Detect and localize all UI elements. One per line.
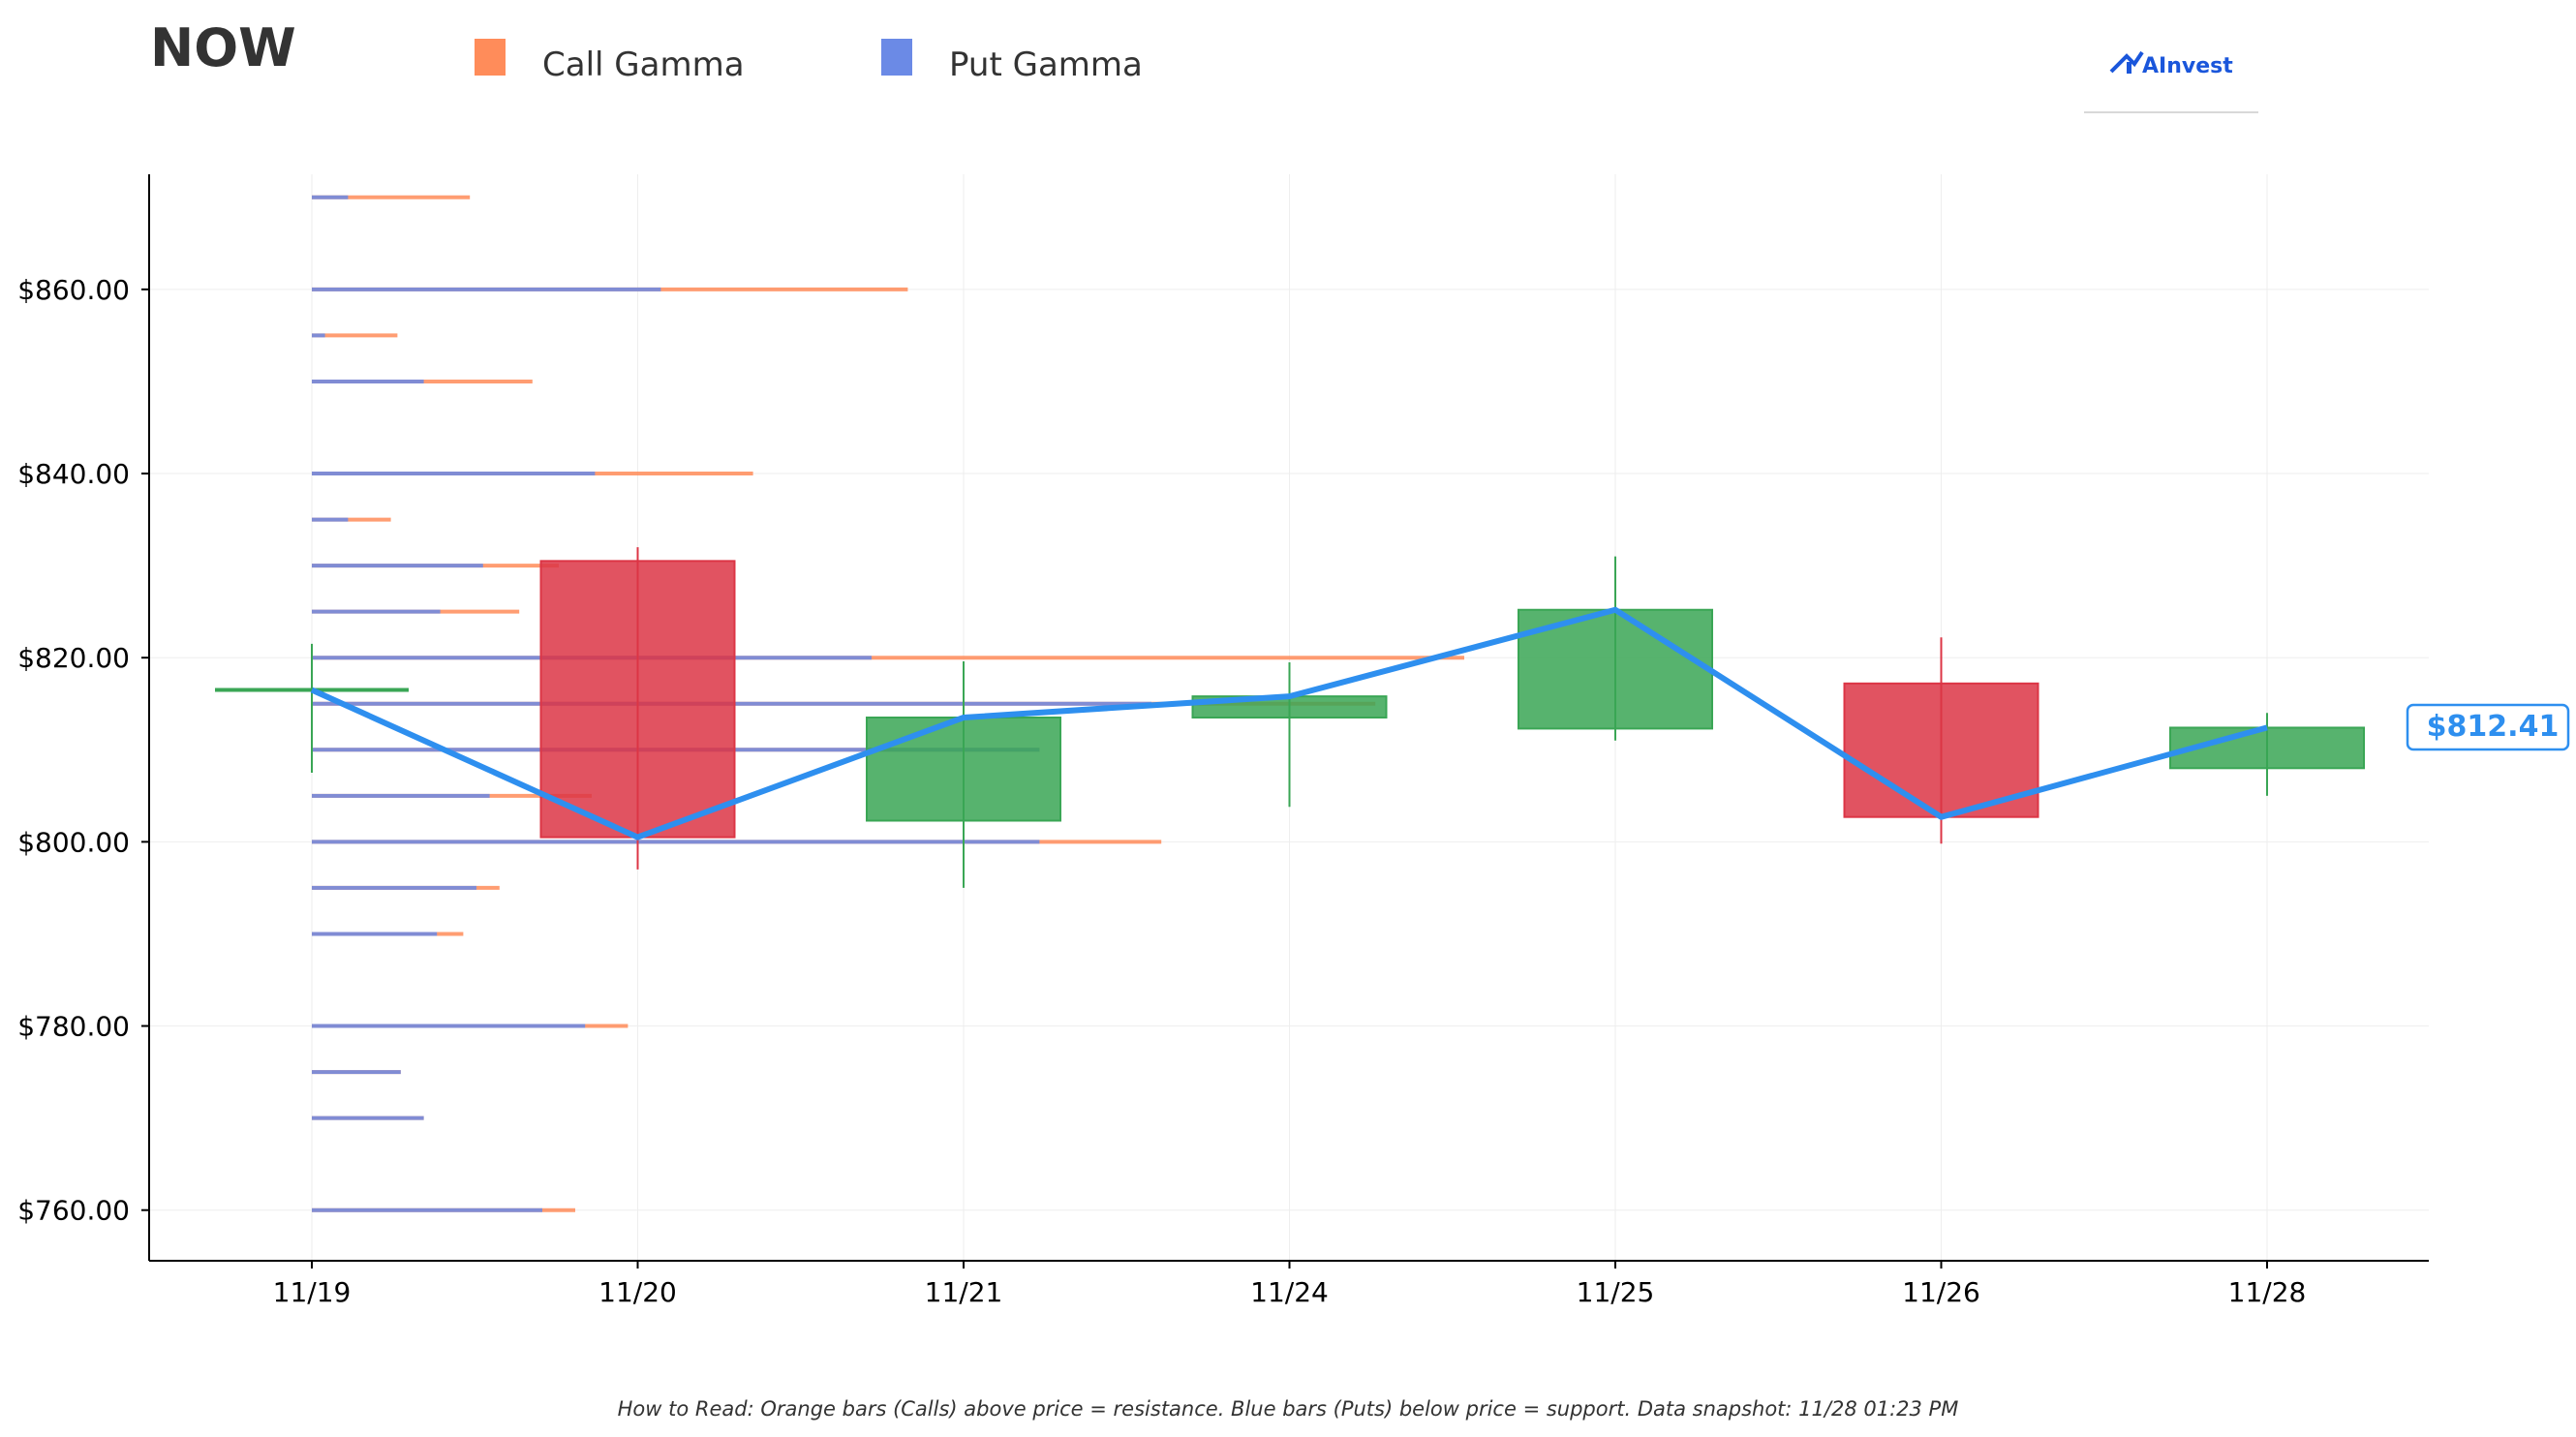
candle-body bbox=[866, 717, 1061, 822]
candle-body bbox=[1843, 682, 2039, 818]
footer-note: How to Read: Orange bars (Calls) above p… bbox=[618, 1397, 1959, 1421]
x-tick-label: 11/24 bbox=[1250, 1276, 1329, 1308]
last-price-badge: $812.41 bbox=[2406, 703, 2570, 751]
brand-logo: AInvest bbox=[2084, 50, 2258, 113]
candle-body bbox=[539, 560, 736, 839]
y-tick-label: $820.00 bbox=[17, 642, 130, 674]
y-tick-label: $760.00 bbox=[17, 1195, 130, 1227]
y-tick-label: $840.00 bbox=[17, 458, 130, 490]
call-gamma-legend-swatch bbox=[475, 39, 506, 76]
legend: Call Gamma Put Gamma bbox=[475, 39, 1143, 84]
x-tick-label: 11/28 bbox=[2228, 1276, 2307, 1308]
last-price-label: $812.41 bbox=[2427, 710, 2560, 744]
brand-chart-icon bbox=[2109, 50, 2144, 74]
close-price-line bbox=[310, 606, 2268, 841]
x-tick-label: 11/21 bbox=[925, 1276, 1003, 1308]
y-tick-label: $800.00 bbox=[17, 826, 130, 858]
y-tick-labels: $760.00 $780.00 $800.00 $820.00 $840.00 $860.… bbox=[17, 274, 149, 1227]
close-line-path bbox=[310, 606, 2268, 841]
x-tick-labels: 11/19 11/20 11/21 11/24 11/25 11/26 11/28 bbox=[273, 1261, 2307, 1308]
x-tick-label: 11/19 bbox=[273, 1276, 352, 1308]
brand-bar-icon bbox=[2127, 62, 2131, 74]
x-tick-label: 11/20 bbox=[598, 1276, 677, 1308]
y-tick-label: $780.00 bbox=[17, 1011, 130, 1043]
put-gamma-legend-label: Put Gamma bbox=[949, 46, 1143, 84]
y-tick-label: $860.00 bbox=[17, 274, 130, 306]
put-gamma-legend-swatch bbox=[881, 39, 912, 76]
x-tick-label: 11/25 bbox=[1577, 1276, 1655, 1308]
call-gamma-legend-label: Call Gamma bbox=[542, 46, 745, 84]
ticker-title: NOW bbox=[150, 17, 296, 78]
x-tick-label: 11/26 bbox=[1902, 1276, 1980, 1308]
brand-name: AInvest bbox=[2142, 54, 2233, 78]
last-price-box bbox=[2406, 703, 2570, 751]
